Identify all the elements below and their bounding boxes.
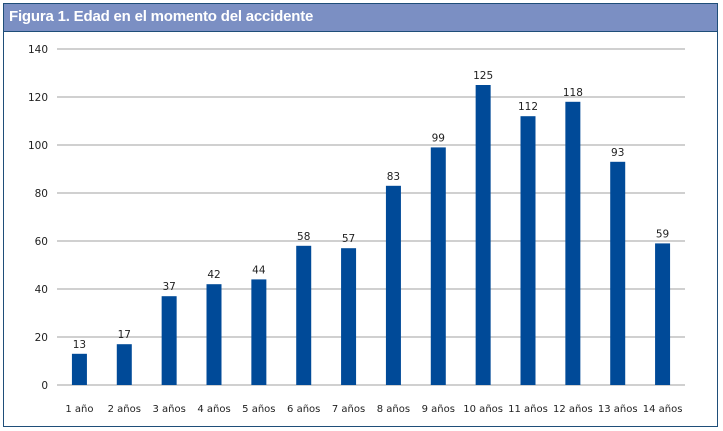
y-tick-label: 80 <box>35 188 48 200</box>
bar <box>610 161 626 385</box>
bar <box>385 185 401 385</box>
bar-value-label: 83 <box>387 171 400 183</box>
y-tick-label: 120 <box>28 92 48 104</box>
bar-value-label: 125 <box>473 70 493 82</box>
bar <box>565 101 581 386</box>
bar-value-label: 37 <box>162 281 175 293</box>
bar <box>296 245 312 385</box>
bar-value-label: 17 <box>118 329 131 341</box>
bar <box>116 344 132 385</box>
x-tick-label: 7 años <box>332 404 365 415</box>
figure-title: Figura 1. Edad en el momento del acciden… <box>9 8 314 25</box>
bar <box>341 248 357 385</box>
x-tick-label: 11 años <box>508 404 548 415</box>
bar <box>71 353 87 385</box>
x-tick-label: 1 año <box>65 404 93 415</box>
x-tick-label: 12 años <box>553 404 593 415</box>
bar-value-label: 42 <box>207 269 220 281</box>
bar-value-label: 57 <box>342 233 355 245</box>
bar-value-label: 99 <box>432 132 445 144</box>
x-tick-label: 9 años <box>422 404 455 415</box>
bar-value-label: 112 <box>518 101 538 113</box>
y-tick-label: 100 <box>28 140 48 152</box>
bar <box>475 85 491 385</box>
bar-value-label: 93 <box>611 147 624 159</box>
y-tick-label: 40 <box>35 284 48 296</box>
bar <box>206 284 222 385</box>
bar <box>430 147 446 385</box>
bar-value-label: 13 <box>73 339 86 351</box>
figure-title-bar: Figura 1. Edad en el momento del acciden… <box>4 4 717 32</box>
x-tick-label: 13 años <box>598 404 638 415</box>
bar-value-label: 118 <box>563 87 583 99</box>
bar-value-label: 59 <box>656 228 669 240</box>
x-tick-label: 3 años <box>152 404 185 415</box>
x-tick-label: 8 años <box>377 404 410 415</box>
y-tick-label: 20 <box>35 332 48 344</box>
bar <box>251 279 267 385</box>
y-tick-label: 0 <box>41 380 48 392</box>
x-tick-label: 5 años <box>242 404 275 415</box>
y-tick-label: 140 <box>28 44 48 56</box>
x-tick-label: 10 años <box>463 404 503 415</box>
bar-value-label: 44 <box>252 264 266 276</box>
y-tick-label: 60 <box>35 236 48 248</box>
x-tick-label: 6 años <box>287 404 320 415</box>
bar <box>161 296 177 385</box>
bar <box>520 116 536 385</box>
x-tick-label: 4 años <box>197 404 230 415</box>
bar <box>655 243 671 385</box>
x-tick-label: 2 años <box>108 404 141 415</box>
bar-value-label: 58 <box>297 231 310 243</box>
x-tick-label: 14 años <box>643 404 683 415</box>
